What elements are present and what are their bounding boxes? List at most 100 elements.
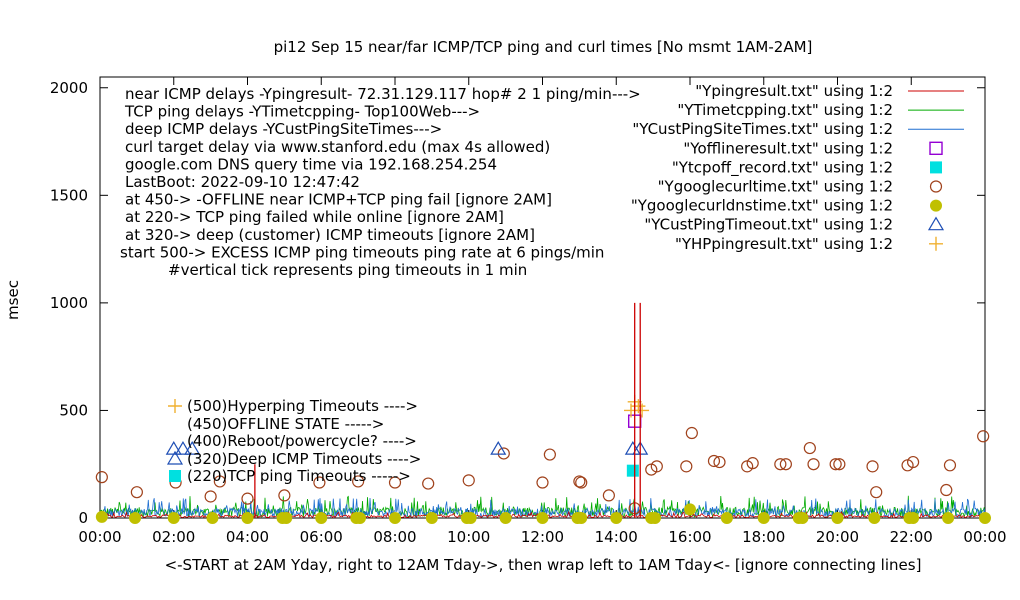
ycustpingtimeout-point (184, 440, 201, 455)
ygooglecurltime-point (543, 448, 556, 461)
x-tick-label: 22:00 (890, 528, 933, 546)
ygooglecurltime-point (685, 426, 698, 440)
ygooglecurltime-point (940, 483, 953, 497)
ygooglecurldnstime-point (353, 512, 366, 524)
legend-marker (927, 216, 945, 231)
legend-marker (930, 199, 942, 212)
legend-marker (929, 236, 943, 251)
ygooglecurltime-point (575, 476, 588, 489)
ygooglecurltime-point (746, 457, 759, 470)
ygooglecurltime-point (313, 476, 326, 489)
x-tick-label: 00:00 (78, 528, 121, 546)
ycustpingtimeout-point (624, 440, 641, 455)
x-tick-label: 06:00 (300, 528, 343, 546)
x-tick-label: 08:00 (373, 528, 416, 546)
y-tick-label: 0 (78, 509, 88, 527)
legend-entry: "Yofflineresult.txt" using 1:2 (683, 139, 893, 157)
ygooglecurltime-point (497, 447, 510, 460)
ygooglecurltime-point (866, 460, 879, 473)
chart-note: at 220-> TCP ping failed while online [i… (125, 208, 504, 226)
ygooglecurldnstime-point (389, 512, 401, 524)
x-tick-label: 00:00 (963, 528, 1006, 546)
ygooglecurldnstime-point (499, 512, 512, 524)
ygooglecurldnstime-point (648, 512, 661, 524)
ygooglecurltime-point (707, 454, 721, 468)
chart-note: TCP ping delays -YTimetcpping- Top100Web… (124, 103, 480, 121)
chart-note: #vertical tick represents ping timeouts … (168, 261, 527, 279)
ygooglecurltime-point (388, 476, 402, 489)
ygooglecurldnstime-point (167, 512, 180, 524)
ygooglecurldnstime-point (610, 512, 623, 524)
legend-entry: "Ytcpoff_record.txt" using 1:2 (672, 158, 893, 177)
ygooglecurltime-point (833, 458, 846, 471)
level-label: (220)TCP ping Timeouts -----> (187, 467, 411, 485)
legend-marker (929, 180, 943, 193)
ygooglecurldnstime-point (464, 512, 477, 524)
legend-entry: "YHPpingresult.txt" using 1:2 (675, 235, 893, 253)
level-label: (400)Reboot/powercycle? ----> (187, 432, 417, 450)
y-tick-label: 1000 (50, 294, 88, 312)
legend-marker (929, 141, 943, 156)
ygooglecurltime-point (977, 430, 990, 443)
ygooglecurldnstime-point (536, 512, 549, 524)
legend-entry: "YCustPingSiteTimes.txt" using 1:2 (632, 120, 893, 138)
legend-entry: "YCustPingTimeout.txt" using 1:2 (644, 216, 893, 234)
chart-note: at 450-> -OFFLINE near ICMP+TCP ping fai… (125, 191, 552, 209)
x-tick-label: 14:00 (595, 528, 638, 546)
legend-entry: "Ypingresult.txt" using 1:2 (695, 82, 893, 100)
y-tick-label: 1500 (50, 186, 88, 204)
ygooglecurldnstime-point (425, 512, 438, 524)
chart-note: near ICMP delays -Ypingresult- 72.31.129… (125, 85, 641, 103)
ygooglecurldnstime-point (95, 510, 108, 523)
ygooglecurldnstime-point (831, 512, 844, 524)
ygooglecurldnstime-point (684, 503, 696, 516)
x-tick-label: 20:00 (816, 528, 859, 546)
ygooglecurltime-point (779, 458, 792, 471)
chart-title: pi12 Sep 15 near/far ICMP/TCP ping and c… (274, 38, 813, 56)
ycustpingtimeout-point (174, 440, 192, 455)
ygooglecurltime-point (462, 474, 475, 487)
ycustpingtimeout-point (490, 440, 507, 455)
ygooglecurltime-point (870, 486, 883, 499)
legend-entry: "Ygooglecurldnstime.txt" using 1:2 (631, 197, 893, 215)
ygooglecurldnstime-point (206, 512, 219, 524)
ygooglecurltime-point (95, 471, 108, 484)
ygooglecurltime-point (130, 486, 143, 499)
chart-note: LastBoot: 2022-09-10 12:47:42 (125, 173, 360, 191)
ygooglecurltime-point (680, 460, 693, 473)
x-tick-label: 18:00 (742, 528, 785, 546)
ygooglecurltime-point (713, 455, 726, 469)
ygooglecurldnstime-point (907, 512, 920, 524)
ygooglecurldnstime-point (942, 512, 955, 524)
chart-note: deep ICMP delays -YCustPingSiteTimes---> (125, 120, 442, 138)
ygooglecurltime-point (602, 489, 615, 502)
ygooglecurltime-point (213, 475, 226, 488)
ygooglecurltime-point (829, 458, 842, 471)
ygooglecurldnstime-point (796, 512, 809, 524)
chart-note: google.com DNS query time via 192.168.25… (125, 155, 497, 173)
level-label-marker (166, 450, 184, 465)
x-axis-label: <-START at 2AM Yday, right to 12AM Tday-… (165, 556, 922, 574)
ygooglecurldnstime-point (315, 512, 328, 524)
ygooglecurltime-point (204, 490, 217, 503)
ycustpingtimeout-point (165, 440, 182, 455)
level-label: (450)OFFLINE STATE -----> (187, 415, 384, 433)
ygooglecurltime-point (422, 477, 435, 490)
ygooglecurldnstime-point (280, 512, 293, 524)
legend-entry: "YTimetcpping.txt" using 1:2 (677, 101, 893, 119)
level-label-marker (168, 399, 182, 413)
ygooglecurltime-point (807, 458, 820, 471)
ygooglecurldnstime-point (129, 512, 142, 524)
chart-note: start 500-> EXCESS ICMP ping timeouts pi… (120, 243, 604, 261)
ygooglecurldnstime-point (720, 512, 733, 524)
x-tick-label: 02:00 (152, 528, 195, 546)
ygooglecurldnstime-point (757, 512, 770, 524)
yhppingresult-point (635, 403, 650, 418)
ygooglecurltime-point (241, 492, 254, 505)
x-tick-label: 12:00 (521, 528, 564, 546)
plot-area: 0 500 1000 1500 2000 00:00 02:00 04:00 06:00 08:0… (50, 76, 1007, 546)
ygooglecurltime-point (352, 475, 365, 488)
x-tick-label: 04:00 (226, 528, 269, 546)
x-tick-label: 10:00 (447, 528, 490, 546)
